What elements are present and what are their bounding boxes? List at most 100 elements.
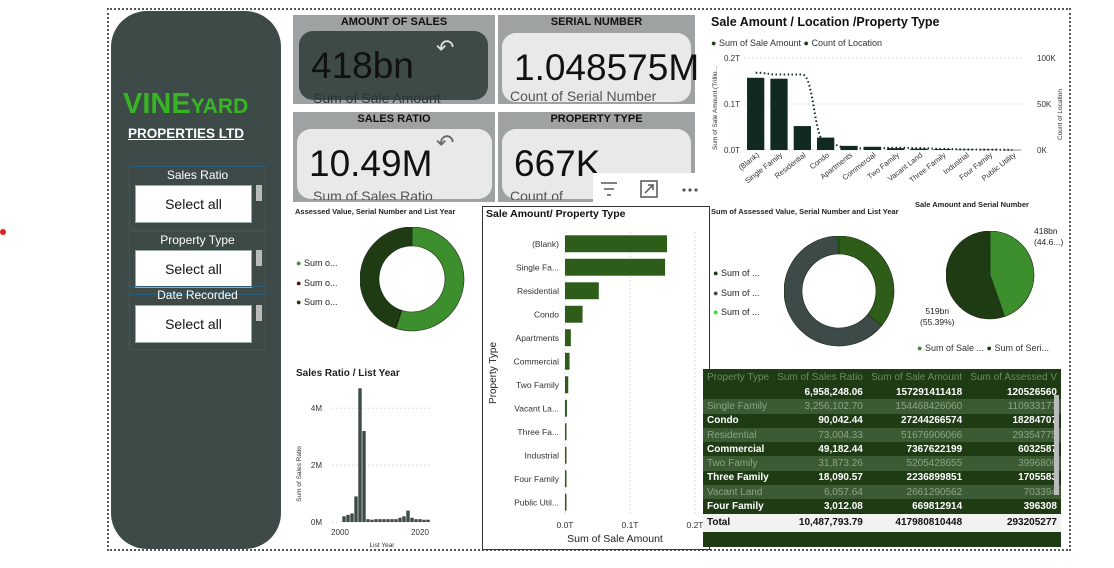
table-scrollbar[interactable] bbox=[1054, 395, 1059, 495]
bar bbox=[382, 519, 386, 522]
bar bbox=[1003, 149, 1021, 151]
table-cell: 27244266574 bbox=[900, 415, 963, 427]
bar bbox=[342, 516, 346, 522]
card-caption: Sum of Sale Amount bbox=[313, 90, 441, 104]
bar bbox=[414, 519, 418, 522]
pie-chart-sale-serial[interactable] bbox=[946, 231, 1036, 321]
bar bbox=[362, 430, 366, 522]
table-cell: 293205277 bbox=[966, 513, 1061, 532]
card-title: PROPERTY TYPE bbox=[550, 113, 643, 125]
bar bbox=[358, 388, 362, 522]
table-cell: Residential bbox=[703, 427, 774, 443]
table-row[interactable]: Single Family 3,256,102.70 154468426060 110… bbox=[703, 399, 1061, 414]
table-cell: 417980810448 bbox=[866, 513, 967, 532]
x-tick-label: 2000 bbox=[331, 528, 349, 537]
table-row[interactable]: Commercial 49,182.44 7367622199 6032587 bbox=[703, 442, 1061, 456]
slicer-date-recorded[interactable]: Date Recorded Select all bbox=[129, 286, 266, 350]
table-row[interactable]: 6,958,248.06 157291411418 120526560 bbox=[703, 385, 1061, 399]
chart-title: Sales Ratio / List Year bbox=[296, 368, 400, 379]
slicer-property-type[interactable]: Property Type Select all bbox=[129, 231, 266, 295]
y-tick-label: 4M bbox=[311, 404, 322, 413]
table-row[interactable]: Vacant Land 6,057.64 2661290562 703394 bbox=[703, 485, 1061, 500]
chart-title: Sum of Assessed Value, Serial Number and… bbox=[711, 207, 899, 216]
focus-mode-icon[interactable] bbox=[640, 180, 658, 198]
slicer-scrollbar[interactable] bbox=[256, 305, 262, 321]
slicer-dropdown[interactable]: Select all bbox=[135, 305, 252, 343]
bar bbox=[565, 352, 570, 370]
table-row[interactable]: Condo 90,042.44 27244266574 18284707 bbox=[703, 414, 1061, 428]
bar bbox=[565, 235, 668, 253]
hbar-chart[interactable]: 0.0T 0.1T 0.2T (Blank) Single Fa... Residenti… bbox=[483, 222, 709, 548]
bar bbox=[747, 77, 765, 150]
table-cell: 703394 bbox=[966, 485, 1061, 500]
slicer-dropdown[interactable]: Select all bbox=[135, 185, 252, 223]
y-tick-label: Public Util... bbox=[514, 497, 559, 507]
data-table[interactable]: Property Type Sum of Sales Ratio Sum of Sa… bbox=[703, 369, 1061, 547]
undo-icon[interactable]: ↶ bbox=[436, 35, 455, 60]
y2-axis-label: Count of Location bbox=[1057, 89, 1064, 140]
table-row[interactable]: Two Family 31,873.26 5205428655 3996806 bbox=[703, 456, 1061, 471]
bar bbox=[910, 148, 928, 150]
combo-chart[interactable]: 0.0T 0.1T 0.2T 0K 50K 100K Sum of Sale Amount … bbox=[706, 50, 1070, 200]
bar bbox=[426, 519, 430, 522]
card-value: 418bn bbox=[299, 31, 488, 100]
table-row[interactable]: Three Family 18,090.57 2236899851 1705583 bbox=[703, 471, 1061, 485]
table-cell: 669812914 bbox=[912, 501, 963, 513]
y-tick-label: Apartments bbox=[516, 333, 559, 343]
table-cell: 396308 bbox=[1023, 501, 1057, 513]
slicer-label: Property Type bbox=[160, 233, 235, 247]
bar bbox=[565, 493, 567, 511]
y-tick-label: Three Fa... bbox=[517, 427, 559, 437]
card-title: SALES RATIO bbox=[357, 113, 431, 125]
donut-chart-assessed-2[interactable] bbox=[784, 236, 896, 348]
filter-icon[interactable] bbox=[601, 182, 617, 196]
brand-vine: VINE bbox=[123, 88, 191, 120]
table-cell: 1705583 bbox=[1018, 472, 1057, 484]
table-cell: Single Family bbox=[703, 399, 774, 414]
y-axis-label: Sum of Sale Amount (Trillio... bbox=[712, 66, 719, 150]
table-row[interactable]: Four Family 3,012.08 669812914 396308 bbox=[703, 499, 1061, 513]
y-tick-label: 0.0T bbox=[724, 146, 740, 155]
x-tick-label: 0.1T bbox=[621, 520, 638, 530]
undo-icon[interactable]: ↶ bbox=[436, 130, 455, 155]
table-cell: Commercial bbox=[707, 443, 765, 455]
card-sales-ratio[interactable]: SALES RATIO 10.49M Sum of Sales Ratio ↶ bbox=[293, 112, 495, 202]
card-amount-of-sales[interactable]: AMOUNT OF SALES 418bn Sum of Sale Amount… bbox=[293, 15, 495, 104]
bar bbox=[370, 519, 374, 522]
table-total-row[interactable]: Total 10,487,793.79 417980810448 293205277 bbox=[703, 513, 1061, 532]
y-tick-label: Commercial bbox=[514, 356, 559, 366]
table-cell: 7367622199 bbox=[906, 443, 963, 455]
bar bbox=[350, 513, 354, 522]
card-caption: Sum of Sales Ratio bbox=[313, 188, 433, 200]
visual-header-icons bbox=[601, 180, 698, 198]
x-tick-label: 0.2T bbox=[686, 520, 703, 530]
slicer-sales-ratio[interactable]: Sales Ratio Select all bbox=[129, 166, 266, 230]
pie-legend: ● Sum of Sale ... ● Sum of Seri... bbox=[917, 343, 1049, 353]
slicer-scrollbar[interactable] bbox=[256, 185, 262, 201]
bar bbox=[346, 514, 350, 522]
donut1-legend: ● Sum o... ● Sum o... ● Sum o... bbox=[296, 258, 338, 307]
table-cell: Property Type bbox=[707, 371, 770, 383]
table-row[interactable]: Residential 73,004.33 51676906066 29354775 bbox=[703, 427, 1061, 443]
y-tick-label: 0.1T bbox=[724, 100, 740, 109]
year-bar-chart[interactable]: 0M 2M 4M 2000 2020 List Year Sum of Sales Rati… bbox=[292, 380, 438, 550]
bar bbox=[770, 78, 788, 150]
slicer-dropdown[interactable]: Select all bbox=[135, 250, 252, 288]
table-cell: 18,090.57 bbox=[818, 472, 863, 484]
y2-tick-label: 0K bbox=[1037, 146, 1047, 155]
slicer-scrollbar[interactable] bbox=[256, 250, 262, 266]
card-serial-number[interactable]: SERIAL NUMBER 1.048575M Count of Serial … bbox=[498, 15, 699, 104]
bar bbox=[957, 149, 975, 151]
more-options-icon[interactable] bbox=[682, 188, 698, 192]
table-cell: Condo bbox=[707, 415, 739, 427]
donut-slice bbox=[784, 236, 883, 347]
bar bbox=[565, 399, 567, 417]
donut-slice bbox=[837, 236, 840, 255]
bar bbox=[354, 496, 358, 522]
table-cell: 3,256,102.70 bbox=[773, 399, 867, 414]
donut-slice bbox=[946, 231, 1006, 320]
x-axis-label: List Year bbox=[370, 542, 396, 549]
donut-chart-assessed[interactable] bbox=[360, 227, 466, 333]
table-header-row[interactable]: Property Type Sum of Sales Ratio Sum of Sa… bbox=[703, 369, 1061, 385]
table-cell bbox=[703, 385, 773, 399]
